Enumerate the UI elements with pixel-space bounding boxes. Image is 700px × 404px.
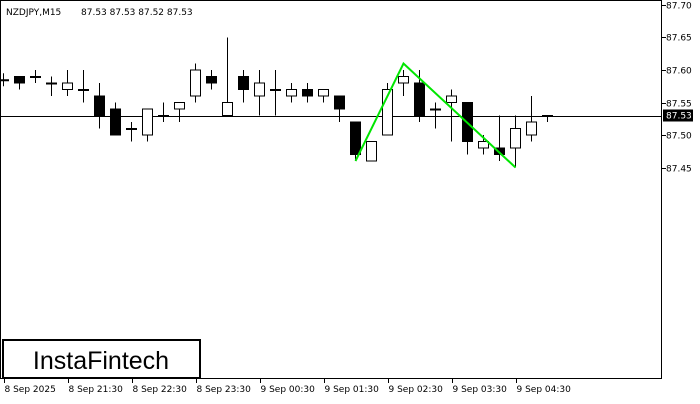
candle xyxy=(430,102,441,129)
candle xyxy=(158,102,169,122)
candle-body xyxy=(174,102,185,110)
candle-body xyxy=(478,141,489,149)
candle-body xyxy=(0,79,9,82)
candle xyxy=(0,73,9,87)
candle-body xyxy=(62,82,73,90)
y-tick-label: 87.55 xyxy=(666,100,692,110)
candle-body xyxy=(510,128,521,149)
candle xyxy=(238,70,249,103)
x-tick-label: 9 Sep 04:30 xyxy=(517,385,572,395)
x-tick-label: 8 Sep 23:30 xyxy=(197,385,252,395)
candle xyxy=(510,115,521,168)
plot-area xyxy=(0,0,662,379)
candle-body xyxy=(526,121,537,136)
candle-body xyxy=(398,76,409,84)
candle-body xyxy=(446,95,457,103)
candles xyxy=(0,37,553,168)
candle-body xyxy=(30,76,41,78)
candle-body xyxy=(366,141,377,162)
candle xyxy=(190,63,201,103)
candle xyxy=(174,102,185,122)
candle-body xyxy=(382,89,393,136)
candle-body xyxy=(78,89,89,91)
time-axis: 8 Sep 2025 8 Sep 21:30 8 Sep 22:30 8 Sep 23… xyxy=(4,379,572,395)
x-tick-label: 9 Sep 00:30 xyxy=(261,385,316,395)
current-price-label-bg xyxy=(663,109,693,122)
y-tick-label: 87.70 xyxy=(666,2,692,12)
candle-body xyxy=(494,147,505,155)
candle-body xyxy=(110,108,121,136)
pattern-line xyxy=(354,61,517,169)
candle-body xyxy=(318,89,329,97)
x-tick-label: 9 Sep 03:30 xyxy=(453,385,508,395)
chart-symbol: NZDJPY,M15 xyxy=(6,8,61,18)
candle-body xyxy=(334,95,345,110)
candle-body xyxy=(302,89,313,97)
x-tick-label: 8 Sep 2025 xyxy=(5,385,56,395)
candle-body xyxy=(222,102,233,116)
y-tick-label: 87.45 xyxy=(666,165,692,175)
candle xyxy=(318,89,329,103)
candle xyxy=(222,37,233,116)
logo-text: InstaFintech xyxy=(33,347,169,375)
candle-body xyxy=(190,69,201,97)
candle-body xyxy=(126,128,137,130)
price-axis: 87.70 87.65 87.60 87.55 87.50 87.45 87.53 xyxy=(662,2,693,175)
candle-body xyxy=(94,95,105,116)
candle-body xyxy=(238,76,249,90)
current-price-label: 87.53 xyxy=(666,112,692,122)
candle-body xyxy=(350,121,361,155)
candle-body xyxy=(430,108,441,111)
candle xyxy=(286,83,297,103)
candle-body xyxy=(14,76,25,84)
y-tick-label: 87.60 xyxy=(666,67,692,77)
candle-body xyxy=(270,89,281,91)
candle xyxy=(254,70,265,116)
candle xyxy=(46,76,57,96)
double-top-pattern xyxy=(354,61,517,169)
candle xyxy=(366,141,377,162)
x-tick-label: 8 Sep 22:30 xyxy=(133,385,188,395)
candle xyxy=(142,108,153,142)
candle xyxy=(350,121,361,161)
logo-frame xyxy=(2,339,201,379)
y-tick-label: 87.65 xyxy=(666,34,692,44)
candle-body xyxy=(158,115,169,117)
candle xyxy=(78,70,89,103)
candle xyxy=(334,95,345,122)
candle xyxy=(14,76,25,90)
candle-body xyxy=(142,108,153,136)
chart-ohlc-values: 87.53 87.53 87.52 87.53 xyxy=(81,8,193,18)
x-tick-label: 9 Sep 02:30 xyxy=(389,385,444,395)
candle xyxy=(462,102,473,155)
candle-body xyxy=(206,76,217,84)
candle-body xyxy=(542,115,553,117)
candle xyxy=(494,115,505,161)
candle xyxy=(62,70,73,96)
candle xyxy=(30,70,41,83)
candle xyxy=(446,89,457,142)
x-tick-label: 8 Sep 21:30 xyxy=(69,385,124,395)
candle xyxy=(126,122,137,142)
x-tick-label: 9 Sep 01:30 xyxy=(325,385,380,395)
candle xyxy=(206,70,217,90)
candle-body xyxy=(286,89,297,97)
candle-body xyxy=(254,82,265,97)
brand-logo: InstaFintech xyxy=(2,339,201,379)
candle xyxy=(398,70,409,96)
candle xyxy=(526,96,537,142)
candle xyxy=(110,102,121,136)
candle xyxy=(270,70,281,116)
candle xyxy=(94,83,105,129)
y-tick-label: 87.50 xyxy=(666,132,692,142)
candle xyxy=(542,115,553,122)
candle xyxy=(302,83,313,103)
candle-body xyxy=(46,82,57,85)
candle xyxy=(382,83,393,136)
candle-body xyxy=(414,82,425,116)
